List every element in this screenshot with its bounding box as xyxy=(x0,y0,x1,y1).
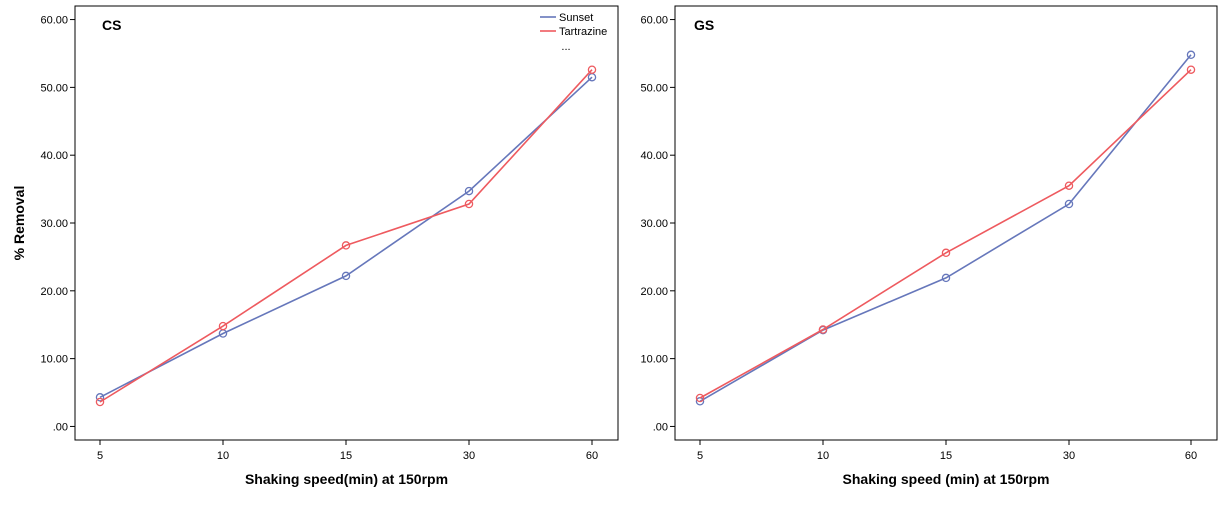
x-tick-label: 60 xyxy=(586,450,598,462)
plot-frame xyxy=(74,5,619,441)
data-point-tartrazine xyxy=(587,65,597,74)
chart-panel-gs: .00 10.00 20.00 30.00 40.00 50.00 60.00 5 10 15 30… xyxy=(640,5,1218,487)
x-tick-label: 15 xyxy=(340,450,352,462)
panel-title: GS xyxy=(694,17,714,33)
y-tick-label: 30.00 xyxy=(40,218,68,230)
x-tick-label: 10 xyxy=(817,450,829,462)
x-tick-label: 5 xyxy=(697,450,703,462)
data-point-tartrazine xyxy=(1064,181,1074,190)
data-point-tartrazine xyxy=(464,199,474,209)
plot-frame xyxy=(674,5,1218,441)
y-tick-label: 60.00 xyxy=(640,15,668,27)
data-point-tartrazine xyxy=(341,241,351,250)
panel-title: CS xyxy=(102,17,121,33)
x-axis-title: Shaking speed(min) at 150rpm xyxy=(245,471,448,487)
y-tick-label: 30.00 xyxy=(640,218,668,230)
y-tick-label: .00 xyxy=(53,421,68,433)
x-tick-label: 30 xyxy=(1063,450,1075,462)
data-point-tartrazine xyxy=(1186,65,1196,74)
x-tick-label: 10 xyxy=(217,450,229,462)
data-point-tartrazine xyxy=(941,248,951,258)
series-line-tartrazine xyxy=(699,69,1192,399)
y-axis-title: % Removal xyxy=(11,186,27,261)
x-tick-label: 15 xyxy=(940,450,952,462)
data-point-sunset xyxy=(1064,199,1074,209)
y-tick-label: 40.00 xyxy=(640,150,668,162)
y-tick-label: 60.00 xyxy=(40,15,68,27)
series-line-tartrazine xyxy=(99,69,593,403)
data-point-sunset xyxy=(464,186,474,196)
y-tick-label: 50.00 xyxy=(40,82,68,94)
legend-label-sunset: Sunset xyxy=(559,12,593,24)
data-point-sunset xyxy=(95,393,105,402)
x-tick-label: 60 xyxy=(1185,450,1197,462)
y-tick-label: 10.00 xyxy=(640,354,668,366)
data-point-tartrazine xyxy=(218,321,228,331)
chart-panel-cs: .00 10.00 20.00 30.00 40.00 50.00 60.00 5 10 15 30… xyxy=(11,5,619,487)
y-tick-label: 10.00 xyxy=(40,354,68,366)
legend-more-indicator: ... xyxy=(561,41,570,53)
x-tick-label: 30 xyxy=(463,450,475,462)
data-point-sunset xyxy=(341,271,351,281)
data-point-sunset xyxy=(941,273,951,283)
y-tick-label: 50.00 xyxy=(640,82,668,94)
data-point-tartrazine xyxy=(95,397,105,407)
data-point-tartrazine xyxy=(695,393,705,403)
y-tick-label: 40.00 xyxy=(40,150,68,162)
series-line-sunset xyxy=(699,54,1192,402)
y-tick-label: .00 xyxy=(653,421,668,433)
series-line-sunset xyxy=(99,76,593,399)
y-tick-label: 20.00 xyxy=(640,286,668,298)
x-axis-title: Shaking speed (min) at 150rpm xyxy=(843,471,1050,487)
x-tick-label: 5 xyxy=(97,450,103,462)
legend-label-tartrazine: Tartrazine xyxy=(559,26,607,38)
data-point-tartrazine xyxy=(818,325,828,334)
data-point-sunset xyxy=(1186,50,1196,60)
y-tick-label: 20.00 xyxy=(40,286,68,298)
